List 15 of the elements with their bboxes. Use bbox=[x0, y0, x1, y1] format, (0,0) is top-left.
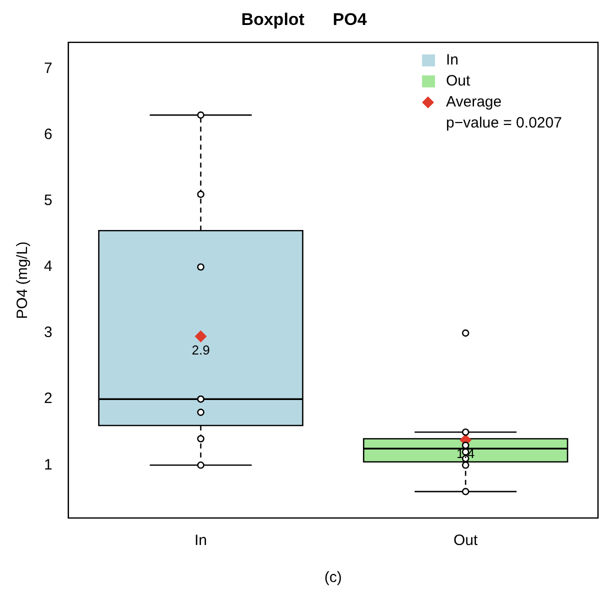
legend-label: Out bbox=[446, 72, 472, 90]
y-tick-label: 2 bbox=[44, 390, 52, 408]
annotation: p−value = 0.0207 bbox=[446, 114, 562, 132]
y-tick-label: 5 bbox=[44, 192, 52, 210]
y-tick-label: 4 bbox=[44, 258, 52, 276]
chart-title: Boxplot PO4 bbox=[241, 10, 368, 29]
text: (c) bbox=[324, 569, 342, 586]
y-tick-label: 3 bbox=[44, 324, 52, 342]
y-axis-title: PO4 (mg/L) bbox=[14, 241, 32, 319]
y-tick-label: 6 bbox=[44, 126, 52, 144]
y-tick-label: 7 bbox=[44, 60, 52, 77]
data-label: 2.9 bbox=[192, 342, 210, 358]
y-tick-label: 1 bbox=[44, 456, 52, 474]
legend-label: Average bbox=[446, 94, 502, 111]
legend-label: In bbox=[446, 52, 459, 69]
